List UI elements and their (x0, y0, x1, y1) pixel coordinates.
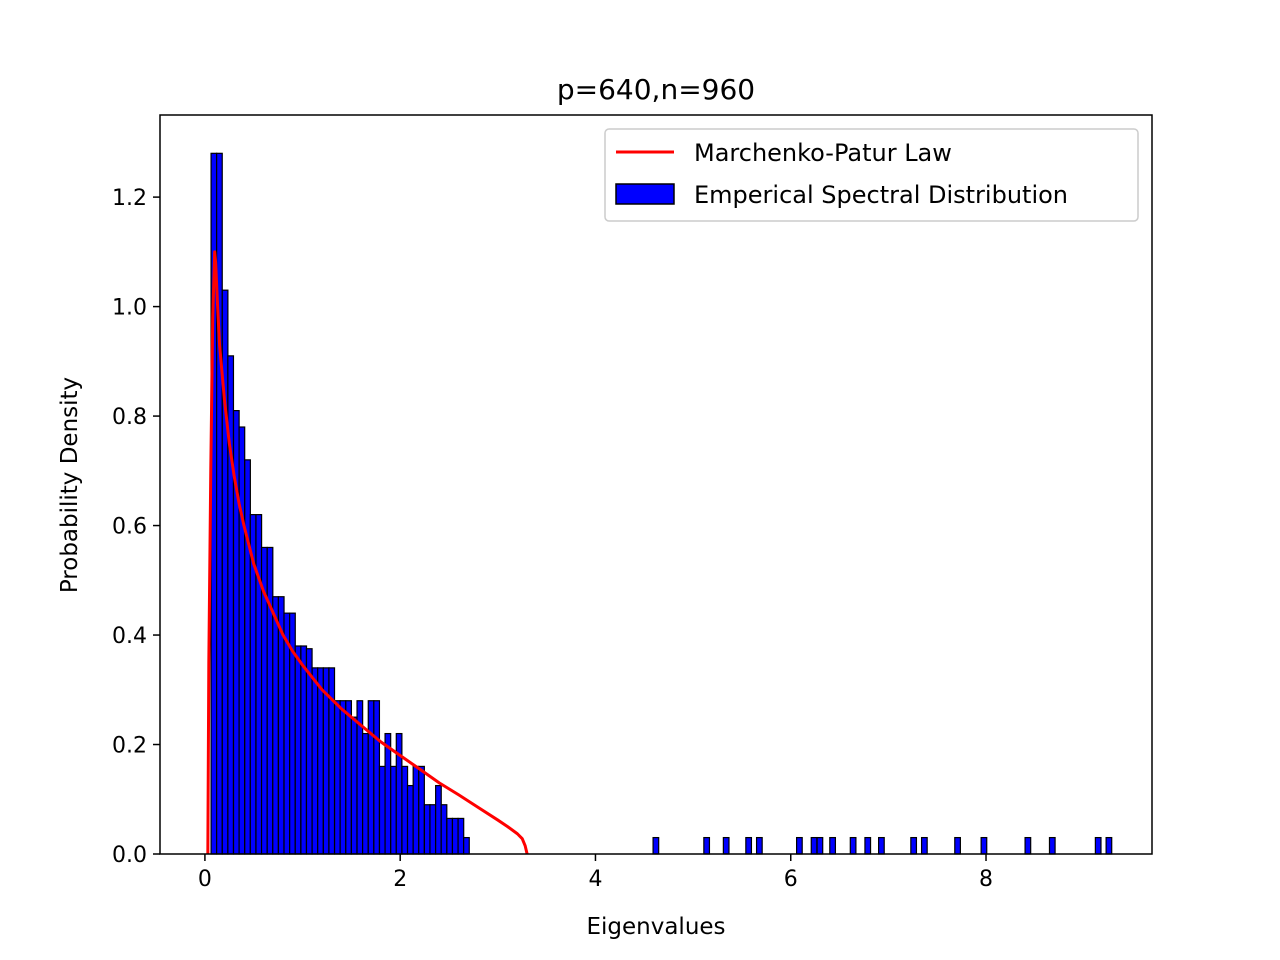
histogram-bar (810, 836, 818, 855)
histogram-bar (755, 836, 763, 855)
marchenko-pastur-curve (206, 250, 529, 855)
histogram-bar (980, 836, 988, 855)
x-axis-label: Eigenvalues (586, 914, 725, 940)
histogram-bar (378, 765, 386, 855)
legend: Marchenko-Patur Law Emperical Spectral D… (604, 128, 1139, 222)
x-tick-label: 6 (784, 867, 798, 892)
histogram-bar (1024, 836, 1032, 855)
histogram-bar (864, 836, 872, 855)
histogram-bar (910, 836, 918, 855)
histogram-bar (703, 836, 711, 855)
histogram-bar (1105, 836, 1113, 855)
histogram-bar (317, 667, 324, 855)
histogram-bar (1094, 836, 1102, 855)
histogram-bar (816, 836, 824, 855)
histogram-bar (333, 700, 341, 855)
y-tick-label: 1.0 (112, 296, 147, 321)
histogram-bar (373, 700, 381, 855)
y-tick-label: 0.2 (112, 734, 147, 759)
histogram-bar (463, 836, 470, 855)
y-tick-label: 1.2 (112, 186, 147, 211)
histogram-bar (446, 817, 454, 855)
histogram-bar (305, 648, 313, 855)
y-axis: 0.0 0.2 0.4 0.6 0.8 1.0 1.2 (112, 186, 160, 868)
x-tick-label: 8 (979, 867, 993, 892)
legend-curve-label: Marchenko-Patur Law (694, 139, 952, 167)
chart-title: p=640,n=960 (557, 73, 755, 106)
histogram-bar (266, 546, 274, 855)
histogram-bar (1048, 836, 1056, 855)
histogram-bar (849, 836, 857, 855)
histogram-bar (367, 700, 375, 855)
histogram-bar (423, 804, 431, 855)
legend-box (604, 128, 1139, 222)
histogram-bar (457, 817, 465, 855)
histogram-bar (272, 596, 279, 855)
curve-layer (206, 250, 529, 855)
x-tick-label: 2 (393, 867, 407, 892)
histogram-bar (362, 732, 369, 855)
histogram-bar (412, 765, 420, 855)
y-tick-label: 0.8 (112, 405, 147, 430)
histogram-bar (345, 700, 353, 855)
histogram-bar (829, 836, 837, 855)
y-tick-label: 0.6 (112, 515, 147, 540)
histogram-bar (300, 645, 308, 855)
legend-histogram-swatch (615, 183, 675, 205)
histogram-bar (440, 804, 448, 855)
histogram-bar (451, 817, 459, 855)
histogram-bars (210, 152, 1113, 855)
histogram-bar (435, 784, 442, 855)
histogram-bar (244, 459, 251, 855)
histogram-bar (878, 836, 885, 855)
histogram-bar (238, 426, 246, 855)
x-tick-label: 0 (198, 867, 212, 892)
histogram-bar (722, 836, 730, 855)
histogram-bar (418, 765, 425, 855)
histogram-bar (384, 732, 392, 855)
histogram-bar (795, 836, 803, 855)
histogram-bar (390, 765, 397, 855)
legend-histogram-label: Emperical Spectral Distribution (694, 181, 1068, 209)
histogram-bar (745, 836, 753, 855)
histogram-bar (652, 836, 660, 855)
histogram-bar (294, 645, 302, 855)
histogram-bar (406, 784, 414, 855)
y-tick-label: 0.4 (112, 624, 147, 649)
histogram-bar (311, 667, 319, 855)
plot-frame (159, 114, 1153, 855)
y-tick-label: 0.0 (112, 843, 147, 868)
x-axis: 0 2 4 6 8 (198, 854, 993, 892)
histogram-bar (429, 804, 437, 855)
histogram-bar (216, 152, 223, 855)
histogram-bar (339, 700, 347, 855)
x-tick-label: 4 (588, 867, 602, 892)
histogram-bar (255, 514, 263, 855)
y-axis-label: Probability Density (57, 377, 83, 593)
histogram-bar (401, 765, 409, 855)
histogram-bar (954, 836, 961, 855)
histogram-bar (350, 716, 358, 855)
histogram-bar (283, 612, 291, 855)
histogram-bar (920, 836, 928, 855)
